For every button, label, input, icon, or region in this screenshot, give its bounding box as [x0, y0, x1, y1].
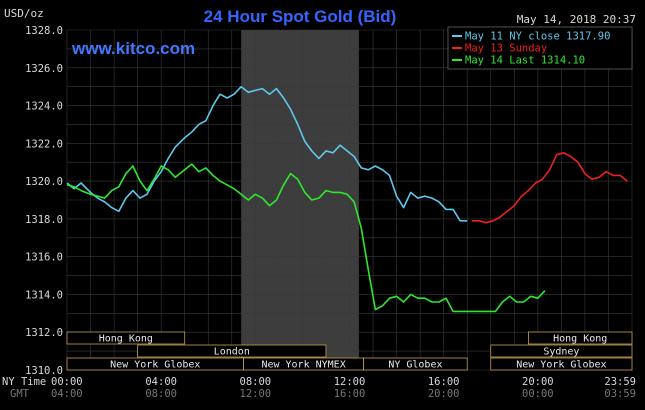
- session-bars: Hong Kong Hong Kong London Sydney New York G…: [66, 331, 633, 371]
- y-tick-label: 1312.0: [25, 327, 63, 339]
- chart-title: 24 Hour Spot Gold (Bid): [204, 7, 397, 26]
- y-axis-label: USD/oz: [4, 7, 44, 20]
- grid: [66, 29, 633, 371]
- x-tick-label-ny: 00:00: [51, 376, 83, 388]
- y-tick-label: 1320.0: [25, 176, 63, 188]
- y-tick-label: 1322.0: [25, 138, 63, 150]
- x-tick-label-ny: 16:00: [428, 376, 460, 388]
- legend-box: [447, 26, 633, 70]
- x-tick-label-gmt: 08:00: [145, 388, 177, 400]
- y-tick-label: 1314.0: [25, 289, 63, 301]
- x-axis-ticks: 00:00 04:00 08:00 12:00 16:00 20:00 23:5904:00…: [51, 376, 636, 400]
- y-tick-label: 1326.0: [25, 63, 63, 75]
- x-tick-label-gmt: 00:00: [522, 388, 554, 400]
- session-label: Hong Kong: [99, 334, 153, 345]
- y-tick-label: 1310.0: [25, 365, 63, 377]
- series-line: [66, 163, 546, 313]
- x-row-label-ny: NY Time: [2, 376, 46, 388]
- x-tick-label-gmt: 04:00: [51, 388, 83, 400]
- y-tick-label: 1318.0: [25, 214, 63, 226]
- y-tick-label: 1316.0: [25, 252, 63, 264]
- x-tick-label-ny: 08:00: [240, 376, 272, 388]
- session-bar: [490, 344, 633, 358]
- session-bar: [363, 357, 468, 371]
- y-tick-label: 1324.0: [25, 101, 63, 113]
- session-bar: [528, 331, 633, 345]
- legend-label-last: May 14 Last 1314.10: [465, 55, 585, 67]
- y-axis-ticks: 1328.0 1326.0 1324.0 1322.0 1320.0 1318.0 1316…: [25, 25, 63, 377]
- session-bar: [66, 331, 186, 345]
- session-label: London: [214, 347, 250, 358]
- x-tick-label-ny: 04:00: [145, 376, 177, 388]
- legend-label-ny-close: May 11 NY close 1317.90: [465, 31, 610, 43]
- session-bar: [137, 344, 327, 358]
- price-series: [66, 85, 628, 313]
- legend: May 11 NY close 1317.90 May 13 Sunday Ma…: [447, 26, 633, 70]
- legend-label-sunday: May 13 Sunday: [465, 43, 547, 55]
- session-bar: [490, 357, 633, 371]
- session-label: New York NYMEX: [261, 360, 345, 371]
- session-label: Hong Kong: [553, 334, 607, 345]
- x-tick-label-ny: 23:59: [604, 376, 636, 388]
- x-tick-label-ny: 20:00: [522, 376, 554, 388]
- y-tick-label: 1328.0: [25, 25, 63, 37]
- session-label: New York Globex: [516, 360, 606, 371]
- x-tick-label-gmt: 03:59: [604, 388, 636, 400]
- watermark: www.kitco.com: [71, 39, 195, 58]
- session-label: New York Globex: [110, 360, 200, 371]
- x-row-label-gmt: GMT: [10, 388, 30, 400]
- session-label: NY Globex: [388, 360, 442, 371]
- session-label: Sydney: [543, 347, 579, 358]
- x-tick-label-gmt: 12:00: [240, 388, 272, 400]
- timestamp: May 14, 2018 20:37: [517, 13, 636, 26]
- x-tick-label-gmt: 16:00: [334, 388, 366, 400]
- series-line: [66, 85, 468, 222]
- x-tick-label-ny: 12:00: [334, 376, 366, 388]
- x-tick-label-gmt: 20:00: [428, 388, 460, 400]
- series-line: [471, 152, 628, 224]
